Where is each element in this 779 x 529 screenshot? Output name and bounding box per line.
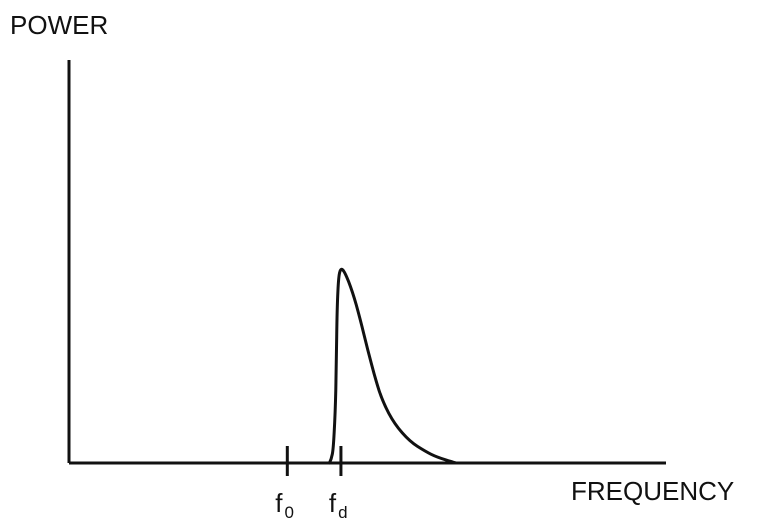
x-axis-title: FREQUENCY (571, 476, 734, 506)
y-axis-title: POWER (10, 10, 108, 40)
spectrum-curve (327, 267, 458, 465)
